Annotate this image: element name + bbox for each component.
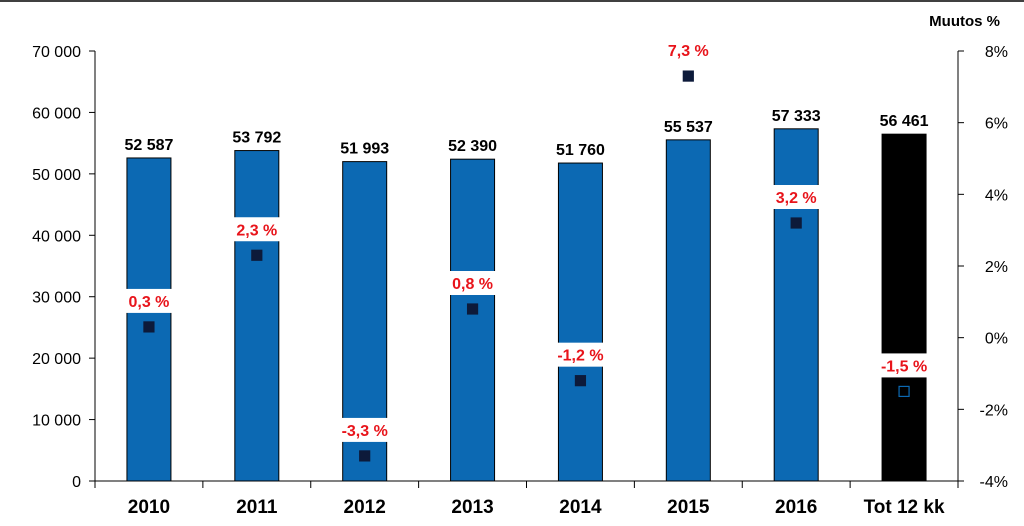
bars: [126, 128, 927, 482]
category-label: 2010: [128, 497, 170, 518]
right-tick-label: -4%: [980, 474, 1008, 491]
change-label-box: [218, 217, 295, 242]
category-label: 2014: [559, 497, 602, 518]
right-tick-label: 4%: [985, 187, 1008, 204]
bar-value-label: 51 993: [340, 141, 389, 158]
change-label-box: [650, 38, 727, 63]
change-marker: [143, 321, 155, 333]
bar-value-label: 55 537: [664, 119, 713, 136]
change-label-box: [110, 288, 187, 313]
change-percent-label: -3,3 %: [342, 423, 388, 440]
bar-value-label: 53 792: [232, 130, 281, 147]
bar: [234, 150, 280, 482]
category-label: 2013: [451, 497, 493, 518]
bar-value-label: 57 333: [772, 108, 821, 125]
axes: 0 10 000 20 000 30 000 40 000 50 000 60 000 70 …: [32, 44, 1008, 491]
left-tick-label: 40 000: [32, 228, 81, 245]
bar: [126, 157, 172, 482]
change-percent-label: -1,5 %: [881, 358, 927, 375]
change-percent-label: 3,2 %: [776, 190, 817, 207]
change-label-box: [542, 342, 619, 367]
change-label-box: [434, 271, 511, 295]
right-axis-title: Muutos %: [929, 13, 1000, 30]
left-tick-label: 50 000: [32, 167, 81, 184]
bar: [665, 139, 711, 482]
category-label: 2012: [344, 497, 386, 518]
change-marker: [898, 385, 910, 398]
change-percent-label: 0,3 %: [128, 294, 169, 311]
change-percent-label: -1,2 %: [557, 348, 603, 365]
category-label: 2015: [667, 497, 710, 518]
bar: [773, 128, 819, 482]
bar: [881, 133, 927, 482]
category-label: 2016: [775, 497, 817, 518]
category-label: 2011: [236, 497, 278, 518]
bar: [450, 158, 496, 482]
right-tick-label: -2%: [980, 402, 1008, 419]
right-tick-label: 8%: [985, 44, 1008, 61]
left-tick-label: 60 000: [32, 105, 81, 122]
right-tick-label: 2%: [985, 259, 1008, 276]
left-tick-label: 0: [72, 474, 81, 491]
bar-value-label: 52 587: [124, 137, 173, 154]
bar-value-label: 56 461: [880, 113, 929, 130]
left-tick-label: 30 000: [32, 290, 81, 307]
left-tick-label: 70 000: [32, 44, 81, 61]
change-marker: [251, 249, 263, 261]
change-percent-label: 7,3 %: [668, 43, 709, 60]
change-marker: [574, 375, 587, 387]
right-tick-label: 6%: [985, 116, 1008, 133]
bar-value-labels: 52 587 53 792 51 993 52 390 51 760 55 537 57 3…: [124, 108, 928, 159]
left-tick-label: 20 000: [32, 351, 81, 368]
change-marker: [682, 70, 694, 82]
change-label-box: [326, 417, 403, 442]
category-labels: 2010 2011 2012 2013 2014 2015 2016 Tot 12 kk: [128, 497, 945, 518]
change-label-box: [866, 353, 943, 378]
change-percent-labels: 0,3 % 2,3 % -3,3 % 0,8 % -1,2 % 7,3 % 3,2 % -1,…: [110, 38, 943, 442]
bar-value-label: 52 390: [448, 138, 497, 155]
right-tick-label: 0%: [985, 331, 1008, 348]
change-label-box: [758, 185, 835, 209]
change-marker: [790, 217, 802, 229]
bar: [557, 162, 603, 482]
change-percent-label: 0,8 %: [452, 276, 493, 293]
bar-value-label: 51 760: [556, 142, 605, 159]
category-label: Tot 12 kk: [864, 497, 945, 518]
change-percent-label: 2,3 %: [236, 222, 277, 239]
change-markers: [143, 70, 910, 462]
left-tick-label: 10 000: [32, 413, 81, 430]
change-marker: [359, 450, 371, 462]
change-marker: [466, 303, 479, 315]
